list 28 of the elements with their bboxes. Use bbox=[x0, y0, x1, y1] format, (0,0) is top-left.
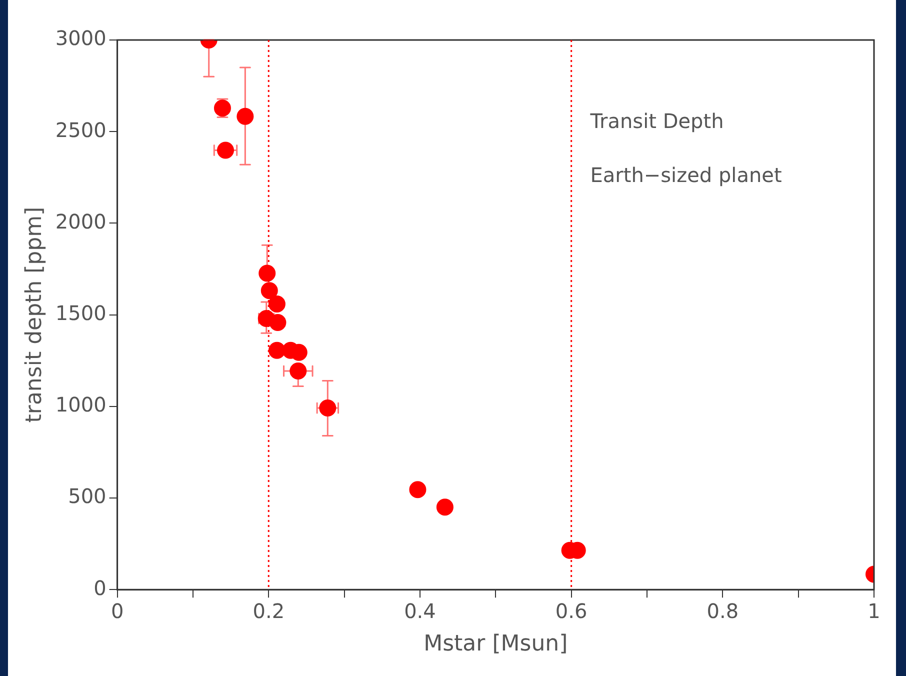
x-tick-label: 0.6 bbox=[555, 598, 588, 623]
annotation: Transit Depth bbox=[589, 109, 724, 133]
y-tick-label: 3000 bbox=[55, 26, 106, 50]
point bbox=[319, 400, 336, 417]
y-tick-label: 1500 bbox=[55, 301, 106, 326]
x-tick-label: 0 bbox=[110, 598, 124, 623]
y-axis-title: transit depth [ppm] bbox=[22, 206, 47, 423]
x-tick-label: 0.8 bbox=[706, 598, 739, 623]
point bbox=[290, 362, 307, 380]
point bbox=[409, 481, 426, 498]
point bbox=[258, 264, 276, 282]
x-tick-label: 0.2 bbox=[252, 598, 285, 623]
point bbox=[436, 498, 454, 516]
x-tick-label: 0.4 bbox=[404, 598, 436, 623]
point bbox=[217, 142, 234, 159]
y-tick-label: 1000 bbox=[55, 392, 106, 417]
x-axis-title: Mstar [Msun] bbox=[424, 632, 568, 657]
point bbox=[268, 295, 286, 312]
y-tick-label: 500 bbox=[68, 484, 106, 508]
point bbox=[214, 100, 231, 117]
point bbox=[260, 282, 278, 300]
annotation: Earth−sized planet bbox=[590, 163, 782, 187]
y-tick-label: 2500 bbox=[55, 118, 106, 142]
x-tick-label: 1 bbox=[868, 598, 880, 623]
point bbox=[269, 314, 286, 331]
y-tick-label: 0 bbox=[94, 576, 106, 600]
y-tick-label: 2000 bbox=[55, 209, 106, 234]
point bbox=[236, 108, 254, 125]
